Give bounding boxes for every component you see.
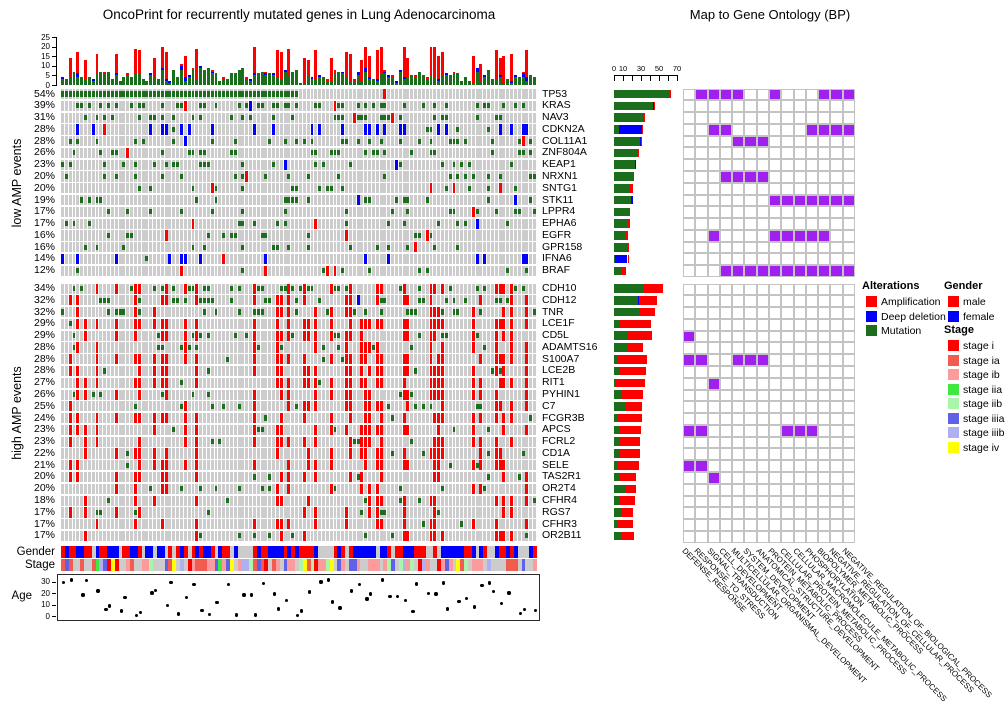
legend-item: stage iiib <box>948 427 1004 439</box>
gene-percent: 24% <box>0 412 55 424</box>
legend-item: stage iia <box>948 383 1002 396</box>
legend-item: stage iib <box>948 398 1002 410</box>
gene-name: APCS <box>542 424 571 435</box>
gene-percent: 22% <box>0 447 55 459</box>
gene-percent: 21% <box>0 459 55 471</box>
gene-percent: 28% <box>0 135 55 147</box>
oncoprint-title: OncoPrint for recurrently mutated genes … <box>61 7 537 22</box>
gene-name: TNR <box>542 306 564 318</box>
gene-name: CDH12 <box>542 294 576 306</box>
gene-percent: 14% <box>0 253 55 264</box>
gene-name: OR2T4 <box>542 483 576 494</box>
gene-name: TP53 <box>542 88 567 100</box>
go-panel-title: Map to Gene Ontology (BP) <box>670 7 870 22</box>
gender-row-label: Gender <box>0 546 55 558</box>
gene-name: BRAF <box>542 265 570 276</box>
gene-percent: 20% <box>0 170 55 182</box>
legend-item: Deep deletion <box>866 310 946 323</box>
legend-item: Mutation <box>866 325 921 337</box>
gene-percent: 29% <box>0 318 55 329</box>
gene-percent: 28% <box>0 353 55 365</box>
gene-name: NAV3 <box>542 112 569 123</box>
legend-item: stage ib <box>948 369 1000 381</box>
legend-item: female <box>948 310 995 323</box>
stage-row-label: Stage <box>0 559 55 571</box>
gene-name: CDKN2A <box>542 123 585 135</box>
gene-percent: 32% <box>0 294 55 306</box>
gene-percent: 17% <box>0 218 55 229</box>
gene-name: C7 <box>542 400 555 412</box>
gene-name: ZNF804A <box>542 147 587 158</box>
gene-name: SNTG1 <box>542 182 577 194</box>
gene-percent: 27% <box>0 377 55 388</box>
gene-percent: 17% <box>0 530 55 541</box>
gene-name: KRAS <box>542 100 571 111</box>
gene-name: STK11 <box>542 194 573 206</box>
gene-percent: 25% <box>0 400 55 412</box>
gene-name: CDH10 <box>542 283 576 294</box>
gene-name: KEAP1 <box>542 159 576 170</box>
age-scatter <box>57 574 540 621</box>
gene-percent: 54% <box>0 88 55 100</box>
gene-name: EGFR <box>542 229 571 241</box>
legend-gender-title: Gender <box>944 280 983 292</box>
gene-name: TAS2R1 <box>542 471 581 482</box>
gene-name: PYHIN1 <box>542 389 580 400</box>
gene-name: RGS7 <box>542 506 571 518</box>
legend-item: stage iiia <box>948 412 1004 425</box>
gene-name: S100A7 <box>542 353 579 365</box>
legend-item: stage i <box>948 340 994 352</box>
gene-percent: 20% <box>0 483 55 494</box>
gene-percent: 20% <box>0 471 55 482</box>
gene-percent: 26% <box>0 147 55 158</box>
gene-name: LCE1F <box>542 318 575 329</box>
gene-name: CD5L <box>542 330 569 341</box>
legend-item: stage iv <box>948 441 999 454</box>
gene-percent: 23% <box>0 159 55 170</box>
gene-percent: 20% <box>0 182 55 194</box>
gene-name: LPPR4 <box>542 206 575 217</box>
gene-percent: 39% <box>0 100 55 111</box>
gene-percent: 17% <box>0 518 55 530</box>
gene-percent: 19% <box>0 194 55 206</box>
gene-percent: 23% <box>0 436 55 447</box>
gene-percent: 29% <box>0 330 55 341</box>
legend-item: male <box>948 296 986 308</box>
age-axis-label: Age <box>0 590 32 602</box>
gene-percent: 28% <box>0 123 55 135</box>
gene-percent: 17% <box>0 506 55 518</box>
gene-name: EPHA6 <box>542 218 576 229</box>
gene-name: CFHR3 <box>542 518 577 530</box>
gene-name: RIT1 <box>542 377 565 388</box>
gene-percent: 17% <box>0 206 55 217</box>
gene-name: OR2B11 <box>542 530 582 541</box>
gene-percent: 32% <box>0 306 55 318</box>
gene-name: LCE2B <box>542 365 575 376</box>
gene-name: ADAMTS16 <box>542 341 597 353</box>
legend-item: Amplification <box>866 296 941 308</box>
gene-percent: 28% <box>0 341 55 353</box>
gene-name: FCRL2 <box>542 436 575 447</box>
gene-name: FCGR3B <box>542 412 585 424</box>
gene-percent: 28% <box>0 365 55 376</box>
gene-name: IFNA6 <box>542 253 572 264</box>
gene-name: GPR158 <box>542 241 582 253</box>
gene-name: CFHR4 <box>542 495 577 506</box>
gene-percent: 12% <box>0 265 55 276</box>
gene-percent: 18% <box>0 495 55 506</box>
gene-name: NRXN1 <box>542 170 578 182</box>
gene-name: SELE <box>542 459 569 471</box>
gene-percent: 31% <box>0 112 55 123</box>
gene-name: CD1A <box>542 447 570 459</box>
gene-percent: 34% <box>0 283 55 294</box>
gene-percent: 16% <box>0 229 55 241</box>
gene-name: COL11A1 <box>542 135 587 147</box>
legend-stage-title: Stage <box>944 324 974 336</box>
gene-percent: 16% <box>0 241 55 253</box>
gene-percent: 26% <box>0 389 55 400</box>
legend-item: stage ia <box>948 354 1000 367</box>
legend-alterations-title: Alterations <box>862 280 919 292</box>
gene-percent: 23% <box>0 424 55 435</box>
